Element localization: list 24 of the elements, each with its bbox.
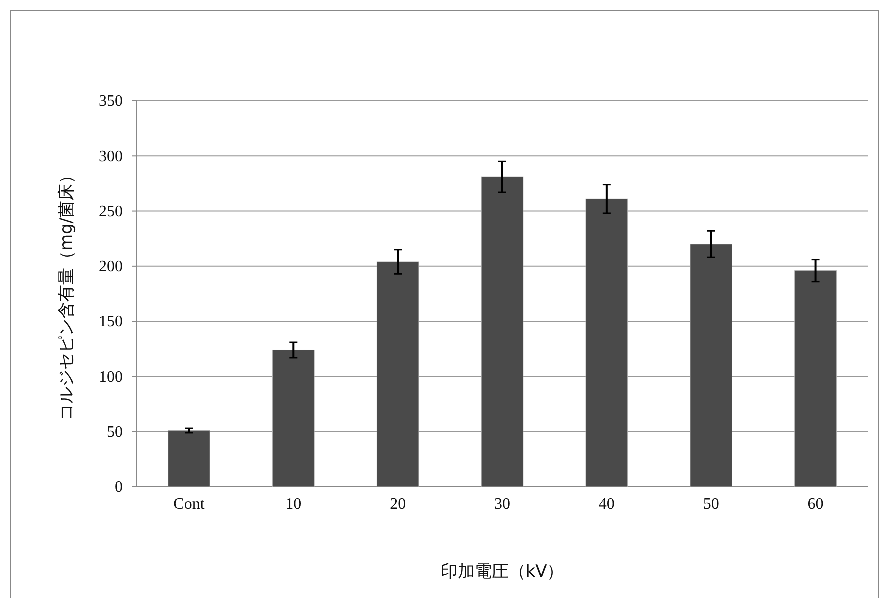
y-tick-label: 300 [99,148,123,166]
y-tick-label: 150 [99,314,123,331]
x-tick-label: 20 [390,496,406,514]
y-axis-title: コルジセピン含有量（mg/菌床） [57,166,77,422]
x-tick-label: 50 [703,496,720,514]
y-tick-label: 350 [99,93,123,110]
y-tick-label: 50 [107,424,123,441]
x-tick-label: 60 [808,496,824,514]
x-tick-label: 10 [286,496,302,514]
bar [168,430,210,488]
x-tick-label: 30 [494,496,510,514]
y-tick-label: 0 [115,479,123,496]
y-tick-label: 200 [99,258,123,276]
bar [690,244,732,488]
bar [794,270,837,488]
bar [481,176,524,488]
bar [376,262,420,488]
x-tick-label: 40 [598,496,615,514]
x-axis-title: 印加電圧（kV） [440,562,564,582]
y-tick-label: 100 [99,368,123,386]
bar [272,350,315,488]
x-tick-label: Cont [174,496,206,514]
y-tick-label: 250 [99,203,123,220]
bar [586,198,628,488]
